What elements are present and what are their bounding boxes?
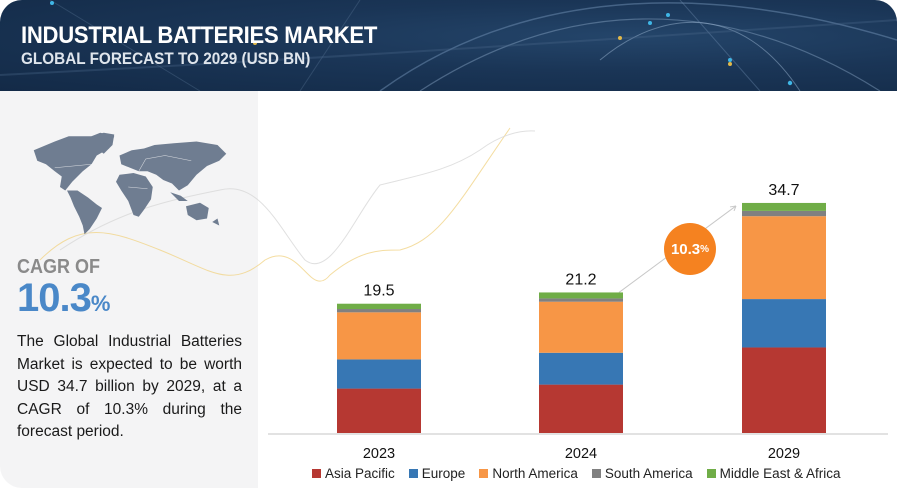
legend-label: Europe (421, 466, 466, 481)
total-label-2024: 21.2 (565, 271, 596, 288)
bar-segment-south-america-2023 (337, 309, 421, 313)
header-light-streaks-decoration (0, 0, 897, 91)
bar-segment-asia-pacific-2024 (539, 384, 623, 433)
x-tick-label-2023: 2023 (363, 446, 395, 462)
cagr-badge-value: 10.3 (670, 240, 701, 258)
world-map-icon (33, 132, 227, 235)
bar-segment-europe-2029 (742, 299, 826, 348)
header-banner: INDUSTRIAL BATTERIES MARKET GLOBAL FOREC… (0, 0, 897, 91)
bar-segment-asia-pacific-2029 (742, 347, 826, 433)
legend-item-middle-east-africa: Middle East & Africa (706, 466, 841, 481)
cagr-badge-unit: % (700, 243, 710, 255)
legend-label: South America (604, 466, 693, 481)
stacked-bar-chart: 19.5 2023 21.2 2024 34.7 2029 (268, 182, 888, 462)
page-title: INDUSTRIAL BATTERIES MARKET (21, 22, 378, 49)
legend-item-europe: Europe (408, 466, 466, 481)
bar-segment-middle-east-africa-2024 (539, 292, 623, 299)
legend-swatch (408, 469, 418, 478)
cagr-number: 10.3 (17, 276, 92, 320)
bar-segment-asia-pacific-2023 (337, 388, 421, 433)
bar-segment-north-america-2029 (742, 216, 826, 300)
x-tick-label-2029: 2029 (768, 446, 800, 462)
cagr-value: 10.3% (17, 276, 111, 321)
bar-segment-europe-2024 (539, 352, 623, 385)
legend-swatch (706, 469, 716, 478)
cagr-unit: % (90, 291, 111, 316)
cagr-label: CAGR OF (17, 256, 100, 278)
bar-segment-middle-east-africa-2029 (742, 202, 826, 211)
bar-segment-europe-2023 (337, 359, 421, 389)
market-description: The Global Industrial Batteries Market i… (17, 333, 242, 440)
total-label-2029: 34.7 (768, 182, 799, 199)
legend-item-south-america: South America (591, 466, 693, 481)
legend-swatch (591, 469, 601, 478)
bar-segment-south-america-2024 (539, 298, 623, 302)
bar-segment-middle-east-africa-2023 (337, 303, 421, 310)
legend-item-asia-pacific: Asia Pacific (312, 466, 395, 481)
total-label-2023: 19.5 (363, 283, 394, 300)
page-subtitle: GLOBAL FORECAST TO 2029 (USD BN) (21, 49, 311, 68)
legend-item-north-america: North America (479, 466, 578, 481)
bar-segment-north-america-2024 (539, 301, 623, 353)
cagr-badge: 10.3% (664, 223, 716, 275)
legend-label: Middle East & Africa (719, 466, 841, 481)
bar-segment-north-america-2023 (337, 312, 421, 360)
legend-swatch (312, 469, 321, 478)
legend-label: Asia Pacific (325, 466, 395, 481)
legend-label: North America (492, 466, 578, 481)
chart-legend: Asia Pacific Europe North America South Ame… (312, 466, 840, 481)
legend-swatch (479, 469, 489, 478)
x-tick-label-2024: 2024 (565, 446, 597, 462)
bar-segment-south-america-2029 (742, 210, 826, 217)
